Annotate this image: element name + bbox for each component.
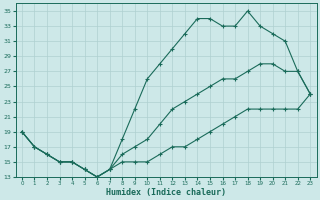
X-axis label: Humidex (Indice chaleur): Humidex (Indice chaleur) (106, 188, 226, 197)
